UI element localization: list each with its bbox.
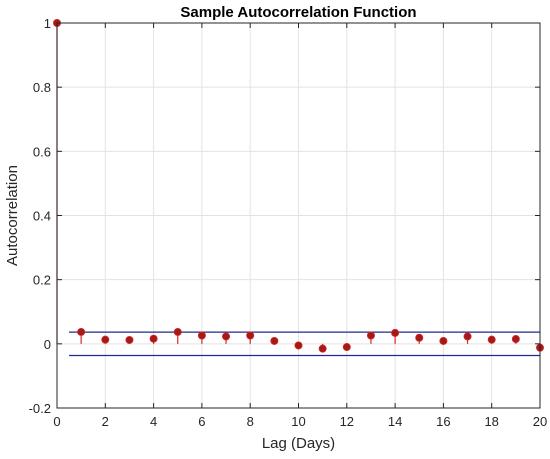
x-tick-label: 12 <box>340 414 354 429</box>
x-tick-label: 14 <box>388 414 402 429</box>
stem-marker <box>294 341 303 350</box>
stem-marker <box>342 343 351 352</box>
stem-point <box>439 336 448 345</box>
stem-point <box>342 343 351 352</box>
x-tick-label: 6 <box>198 414 205 429</box>
stem-marker <box>222 332 231 341</box>
stem-marker <box>101 335 110 344</box>
stem-marker <box>391 328 400 337</box>
stem-point <box>270 336 279 345</box>
stem-point <box>222 332 231 344</box>
y-tick-labels: -0.2 0 0.2 0.4 0.6 0.8 1 <box>29 16 51 416</box>
stem-marker <box>318 344 327 353</box>
x-tick-label: 8 <box>247 414 254 429</box>
x-axis-label: Lag (Days) <box>262 435 335 452</box>
stem-marker <box>197 331 206 340</box>
stem-point <box>294 341 303 350</box>
stem-marker <box>487 335 496 344</box>
y-tick-label: 0.2 <box>33 273 51 288</box>
y-tick-label: -0.2 <box>29 401 51 416</box>
stem-point <box>101 335 110 344</box>
y-tick-label: 0.6 <box>33 144 51 159</box>
stem-marker <box>463 332 472 341</box>
x-tick-label: 2 <box>102 414 109 429</box>
x-tick-label: 20 <box>533 414 547 429</box>
stem-point <box>391 328 400 344</box>
x-tick-label: 16 <box>436 414 450 429</box>
x-tick-label: 18 <box>484 414 498 429</box>
x-tick-labels: 0 2 4 6 8 10 12 14 16 18 20 <box>53 414 547 429</box>
y-tick-label: 0 <box>44 337 51 352</box>
confidence-bounds <box>69 331 540 357</box>
stem-point <box>173 327 182 344</box>
stem-point <box>415 333 424 344</box>
chart-title: Sample Autocorrelation Function <box>180 4 416 21</box>
stem-marker <box>149 334 158 343</box>
stem-marker <box>366 331 375 340</box>
x-tick-label: 10 <box>291 414 305 429</box>
axes-frame <box>56 22 541 409</box>
stem-marker <box>173 327 182 336</box>
stem-marker <box>511 335 520 344</box>
stem-point <box>149 334 158 344</box>
stem-point <box>197 331 206 344</box>
y-tick-label: 1 <box>44 16 51 31</box>
grid-lines <box>56 22 541 409</box>
stem-marker <box>246 331 255 340</box>
stem-marker <box>125 335 134 344</box>
y-axis-label: Autocorrelation <box>4 165 21 266</box>
y-tick-label: 0.4 <box>33 209 51 224</box>
stem-point <box>366 331 375 344</box>
stem-point <box>487 335 496 344</box>
stem-marker <box>77 327 86 336</box>
stem-marker <box>439 336 448 345</box>
stem-point <box>77 327 86 344</box>
stem-point <box>463 332 472 344</box>
stem-marker <box>270 336 279 345</box>
stem-point <box>246 331 255 344</box>
stem-point <box>511 335 520 344</box>
y-tick-label: 0.8 <box>33 80 51 95</box>
x-tick-label: 0 <box>53 414 60 429</box>
stem-point <box>125 335 134 344</box>
x-tick-label: 4 <box>150 414 157 429</box>
stem-point <box>318 343 327 353</box>
stem-marker <box>415 333 424 342</box>
